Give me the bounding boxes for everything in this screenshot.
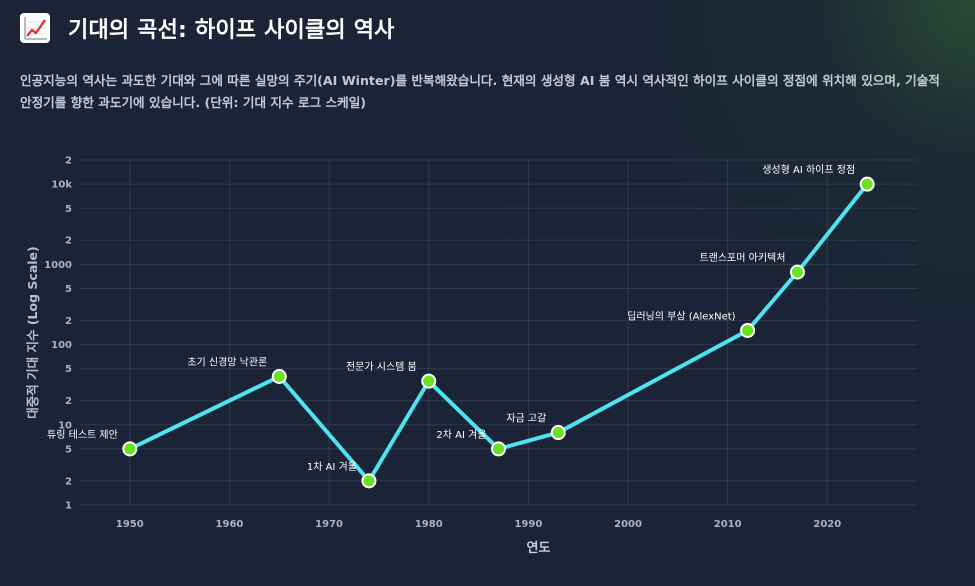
- series-line: [127, 182, 870, 483]
- y-tick-label: 2: [65, 236, 72, 247]
- axes: 1950 1960 1970 1980 1990 2000 2010 2020 1 2 5 10 2 5 1…: [25, 156, 841, 557]
- y-tick-label: 2: [65, 476, 72, 487]
- x-tick-label: 1950: [116, 519, 144, 530]
- y-axis-label: 대중적 기대 지수 (Log Scale): [25, 246, 40, 418]
- chart-description: 인공지능의 역사는 과도한 기대와 그에 따른 실망의 주기(AI Winter…: [20, 73, 940, 110]
- data-point: [859, 176, 875, 192]
- y-tick-label: 5: [65, 284, 72, 295]
- y-tick-label: 2: [65, 156, 72, 167]
- data-point: [271, 368, 287, 384]
- grid-lines: [80, 159, 917, 506]
- x-tick-label: 1970: [315, 519, 343, 530]
- data-label: 딥러닝의 부상 (AlexNet): [627, 310, 736, 322]
- data-point: [361, 473, 377, 489]
- page-title: 기대의 곡선: 하이프 사이클의 역사: [68, 18, 395, 43]
- data-label: 트랜스포머 아키텍처: [699, 252, 785, 264]
- x-tick-label: 1990: [514, 519, 542, 530]
- data-point: [122, 441, 138, 457]
- series-line-layer: [127, 182, 870, 483]
- y-tick-label: 100: [51, 340, 72, 351]
- x-tick-label: 2010: [714, 519, 742, 530]
- data-points: [122, 176, 875, 489]
- data-label: 튜링 테스트 제안: [47, 429, 118, 441]
- y-tick-label: 1: [65, 501, 72, 512]
- data-point: [550, 425, 566, 441]
- y-tick-label: 5: [65, 204, 72, 215]
- data-label: 전문가 시스템 붐: [346, 361, 417, 373]
- data-point: [789, 264, 805, 280]
- y-tick-label: 10k: [51, 180, 72, 191]
- annotations: 튜링 테스트 제안 초기 신경망 낙관론 1차 AI 겨울 전문가 시스템 붐 2차 A…: [47, 163, 855, 473]
- data-point: [491, 441, 506, 457]
- y-tick-label: 10: [58, 420, 72, 431]
- y-tick-label: 5: [65, 364, 72, 375]
- x-tick-label: 2020: [813, 519, 841, 530]
- y-tick-label: 1000: [44, 260, 72, 271]
- page-header: 기대의 곡선: 하이프 사이클의 역사: [20, 12, 395, 44]
- data-point: [421, 373, 437, 389]
- chart-increasing-icon: [20, 13, 50, 43]
- data-label: 자금 고갈: [506, 412, 546, 425]
- y-tick-label: 2: [65, 316, 72, 327]
- y-tick-label: 5: [65, 444, 72, 455]
- x-tick-label: 1980: [415, 519, 443, 530]
- data-label: 생성형 AI 하이프 정점: [762, 163, 855, 176]
- data-label: 초기 신경망 낙관론: [187, 355, 267, 368]
- x-axis-label: 연도: [527, 541, 551, 556]
- data-point: [740, 322, 756, 338]
- data-label: 2차 AI 겨울: [436, 429, 486, 441]
- data-label: 1차 AI 겨울: [307, 461, 357, 473]
- x-tick-label: 2000: [614, 519, 642, 530]
- x-tick-label: 1960: [216, 519, 244, 530]
- y-tick-label: 2: [65, 396, 72, 407]
